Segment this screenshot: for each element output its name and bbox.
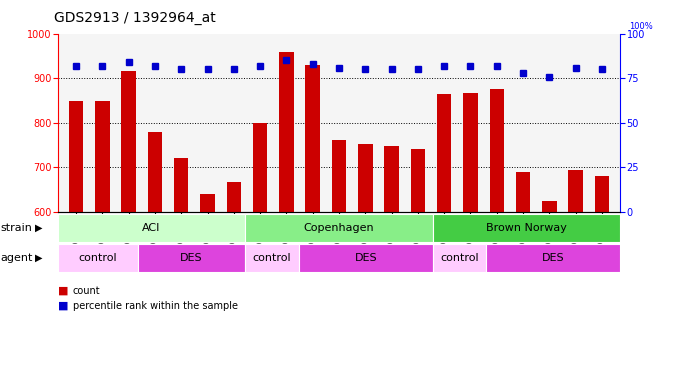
Bar bbox=[384, 146, 399, 212]
Text: DES: DES bbox=[542, 253, 565, 263]
Bar bbox=[411, 148, 425, 212]
Bar bbox=[358, 144, 372, 212]
Text: ■: ■ bbox=[58, 286, 68, 296]
Bar bbox=[58, 214, 245, 242]
Bar bbox=[490, 89, 504, 212]
Text: control: control bbox=[253, 253, 292, 263]
Bar bbox=[68, 102, 83, 212]
Bar bbox=[138, 244, 245, 272]
Bar bbox=[253, 123, 267, 212]
Bar bbox=[200, 194, 215, 212]
Text: ■: ■ bbox=[58, 301, 68, 310]
Bar bbox=[542, 201, 557, 212]
Bar bbox=[516, 172, 530, 212]
Text: control: control bbox=[79, 253, 117, 263]
Bar bbox=[463, 93, 478, 212]
Bar bbox=[299, 244, 433, 272]
Bar bbox=[174, 158, 188, 212]
Bar bbox=[433, 244, 486, 272]
Bar bbox=[595, 176, 610, 212]
Text: GDS2913 / 1392964_at: GDS2913 / 1392964_at bbox=[54, 11, 216, 25]
Bar bbox=[226, 182, 241, 212]
Bar bbox=[245, 244, 299, 272]
Text: Brown Norway: Brown Norway bbox=[486, 223, 567, 233]
Bar bbox=[95, 100, 110, 212]
Bar bbox=[245, 214, 433, 242]
Bar bbox=[437, 94, 452, 212]
Text: Copenhagen: Copenhagen bbox=[304, 223, 374, 233]
Bar bbox=[121, 71, 136, 212]
Text: 100%: 100% bbox=[629, 22, 652, 31]
Bar bbox=[332, 140, 346, 212]
Text: ACI: ACI bbox=[142, 223, 161, 233]
Bar bbox=[148, 132, 162, 212]
Text: count: count bbox=[73, 286, 100, 296]
Text: DES: DES bbox=[355, 253, 377, 263]
Text: agent: agent bbox=[1, 253, 33, 263]
Text: ▶: ▶ bbox=[35, 223, 43, 233]
Bar bbox=[486, 244, 620, 272]
Bar bbox=[58, 244, 138, 272]
Text: strain: strain bbox=[1, 223, 33, 233]
Bar bbox=[433, 214, 620, 242]
Text: DES: DES bbox=[180, 253, 203, 263]
Text: percentile rank within the sample: percentile rank within the sample bbox=[73, 301, 237, 310]
Bar bbox=[568, 170, 583, 212]
Text: ▶: ▶ bbox=[35, 253, 43, 263]
Bar bbox=[279, 53, 294, 212]
Text: control: control bbox=[440, 253, 479, 263]
Bar bbox=[306, 65, 320, 212]
